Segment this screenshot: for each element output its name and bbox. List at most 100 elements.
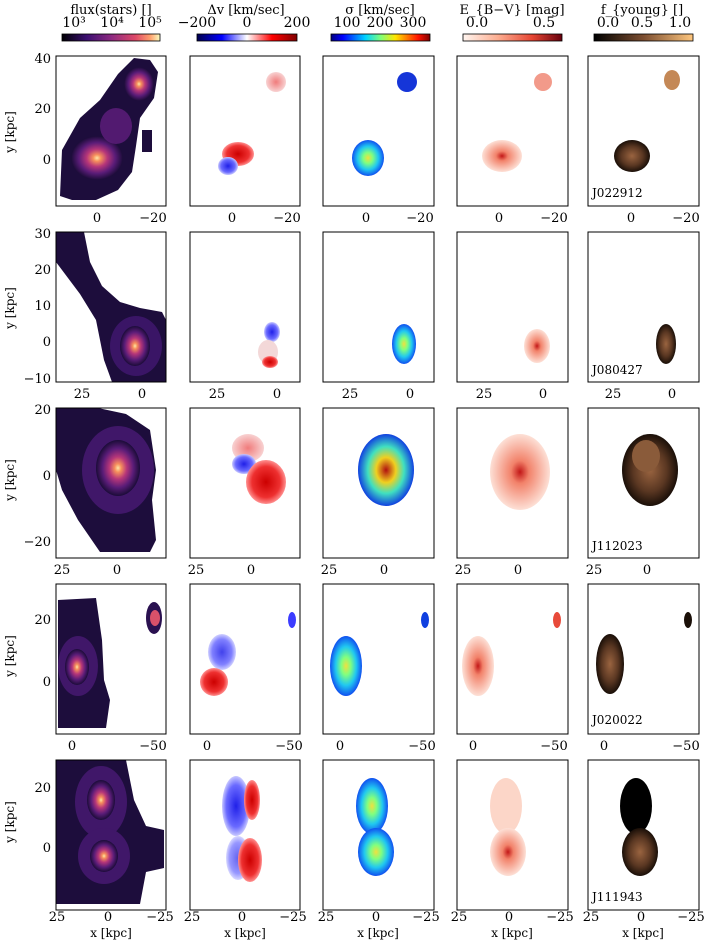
x-tick: 25 — [583, 910, 600, 925]
panel-velocity — [189, 55, 301, 207]
x-tick: 25 — [476, 387, 493, 402]
colorbar-gradient — [462, 33, 563, 42]
x-tick: 0 — [406, 387, 414, 402]
x-tick: 25 — [54, 563, 71, 578]
x-tick: −50 — [275, 739, 302, 754]
y-tick: 20 — [34, 263, 51, 278]
y-tick: −10 — [24, 372, 51, 387]
y-axis-label: y [kpc] — [3, 801, 17, 844]
x-tick: 25 — [49, 910, 66, 925]
y-tick: 0 — [43, 469, 51, 484]
x-tick: −20 — [406, 211, 433, 226]
colorbars: flux(stars) [] 10³ 10⁴ 10⁵ Δv [km/sec] −… — [61, 3, 694, 42]
colorbar-title: σ [km/sec] — [345, 3, 414, 18]
x-tick: 25 — [318, 910, 335, 925]
x-tick: 0 — [336, 739, 344, 754]
x-tick: 25 — [605, 387, 622, 402]
panel-young-fraction: J022912 — [587, 55, 700, 207]
x-tick: 25 — [74, 387, 91, 402]
colorbar-tick: 10⁴ — [100, 15, 124, 31]
y-tick: 20 — [34, 102, 51, 117]
panel-velocity — [189, 231, 301, 383]
x-tick: 0 — [627, 211, 635, 226]
y-axis-label: y [kpc] — [3, 635, 17, 678]
colorbar-velocity: Δv [km/sec] −200 0 200 — [178, 3, 310, 42]
x-tick: −50 — [139, 739, 166, 754]
y-tick: 20 — [34, 613, 51, 628]
galaxy-id: J022912 — [590, 186, 643, 200]
panel-dispersion — [322, 407, 435, 559]
colorbar-young-fraction: f_{young} [] 0.0 0.5 1.0 — [593, 3, 694, 42]
panel-extinction — [456, 407, 569, 559]
x-tick: 0 — [273, 387, 281, 402]
x-tick: −25 — [146, 910, 173, 925]
x-tick: 25 — [342, 387, 359, 402]
x-tick: −20 — [540, 211, 567, 226]
colorbar-tick: 300 — [400, 15, 427, 31]
row-j080427: J080427 30 20 10 0 −10 y [kpc] 25 0 25 0… — [3, 227, 700, 402]
x-tick: 0 — [600, 739, 608, 754]
panel-velocity — [189, 759, 301, 911]
x-tick: −25 — [412, 910, 439, 925]
panel-flux — [55, 759, 167, 911]
panel-dispersion — [322, 231, 435, 383]
x-tick: 0 — [514, 563, 522, 578]
panel-dispersion — [322, 583, 435, 735]
x-tick: −50 — [408, 739, 435, 754]
y-tick: 20 — [34, 403, 51, 418]
panel-extinction — [456, 759, 569, 911]
x-tick: 0 — [362, 211, 370, 226]
x-tick: 0 — [247, 563, 255, 578]
x-tick: 25 — [321, 563, 338, 578]
x-tick: 25 — [209, 387, 226, 402]
row-j112023: J112023 20 0 −20 y [kpc] 25 0 25 0 25 0 … — [3, 403, 700, 578]
x-tick: 0 — [643, 563, 651, 578]
y-tick: 40 — [34, 52, 51, 67]
panel-velocity — [189, 583, 301, 735]
panel-flux — [55, 407, 167, 559]
row-j020022: J020022 20 0 y [kpc] 0 −50 0 −50 0 −50 0… — [3, 583, 700, 754]
panel-extinction — [456, 231, 569, 383]
x-tick: 0 — [113, 563, 121, 578]
y-tick: 20 — [34, 781, 51, 796]
colorbar-gradient — [593, 33, 694, 42]
x-tick: 0 — [93, 211, 101, 226]
x-tick: 0 — [469, 739, 477, 754]
x-tick: 0 — [495, 211, 503, 226]
panel-young-fraction: J020022 — [587, 583, 700, 735]
x-axis-label: x [kpc] — [224, 926, 266, 940]
x-tick: 25 — [184, 910, 201, 925]
x-axis-label: x [kpc] — [357, 926, 399, 940]
colorbar-tick: −200 — [178, 15, 216, 31]
x-tick: 25 — [451, 910, 468, 925]
colorbar-tick: 0.0 — [466, 15, 488, 31]
panel-young-fraction: J111943 — [587, 759, 700, 911]
panel-flux — [55, 231, 167, 383]
colorbar-title: Δv [km/sec] — [207, 3, 284, 18]
y-tick: −20 — [24, 535, 51, 550]
y-axis-label: y [kpc] — [3, 459, 17, 502]
x-tick: 0 — [238, 910, 246, 925]
colorbar-title: E_{B−V} [mag] — [459, 3, 564, 18]
y-tick: 30 — [34, 227, 51, 242]
x-tick: 0 — [539, 387, 547, 402]
x-tick: 0 — [203, 739, 211, 754]
x-axis-label: x [kpc] — [90, 926, 132, 940]
panel-extinction — [456, 55, 569, 207]
colorbar-gradient — [330, 33, 431, 42]
colorbar-flux: flux(stars) [] 10³ 10⁴ 10⁵ — [61, 3, 162, 42]
colorbar-title: f_{young} [] — [601, 3, 683, 18]
x-tick: −20 — [273, 211, 300, 226]
panel-flux — [55, 55, 167, 207]
x-tick: 0 — [637, 910, 645, 925]
panel-young-fraction: J080427 — [587, 231, 700, 383]
x-axis-label: x [kpc] — [622, 926, 664, 940]
panel-extinction — [456, 583, 569, 735]
x-tick: −20 — [672, 211, 699, 226]
colorbar-tick: 10⁵ — [138, 15, 162, 31]
x-tick: 0 — [138, 387, 146, 402]
x-tick: −50 — [540, 739, 567, 754]
y-tick: 0 — [43, 153, 51, 168]
galaxy-id: J112023 — [590, 539, 643, 553]
